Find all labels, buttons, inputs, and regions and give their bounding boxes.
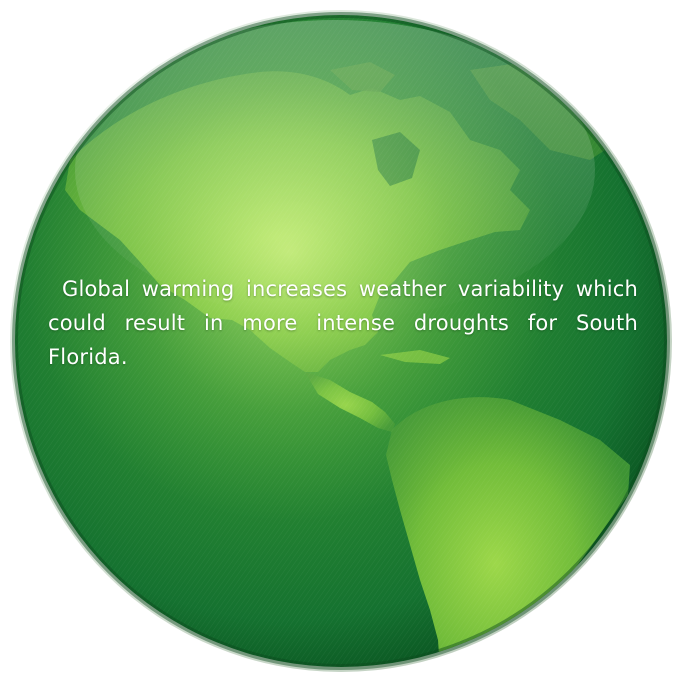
gloss-highlight: [75, 20, 595, 320]
globe-caption: Global warming increases weather variabi…: [48, 277, 638, 369]
